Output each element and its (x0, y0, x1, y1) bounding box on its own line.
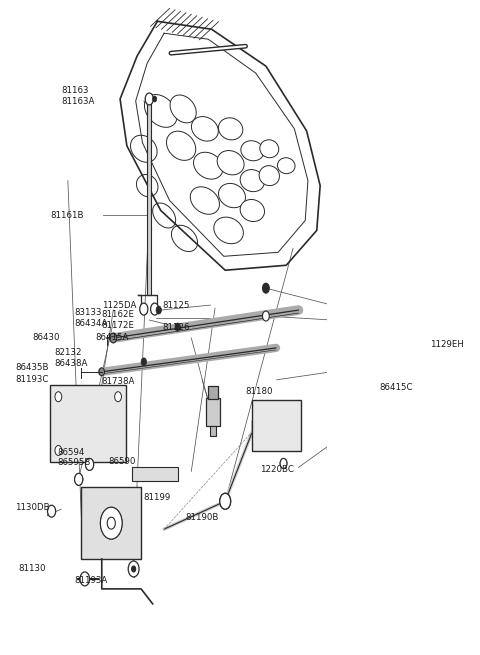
Ellipse shape (192, 117, 218, 141)
Ellipse shape (218, 118, 243, 140)
Circle shape (263, 311, 269, 321)
Circle shape (220, 493, 230, 509)
Text: 86430: 86430 (32, 333, 60, 343)
Circle shape (100, 507, 122, 539)
Text: 86590: 86590 (108, 457, 136, 466)
Circle shape (280, 458, 287, 468)
Ellipse shape (259, 166, 279, 185)
Text: 81199: 81199 (144, 493, 171, 502)
Ellipse shape (241, 141, 264, 160)
Bar (206, 398, 220, 426)
Text: 81193A: 81193A (74, 576, 108, 586)
Text: 83133
86434A: 83133 86434A (74, 309, 108, 328)
Ellipse shape (217, 151, 244, 175)
Circle shape (132, 566, 136, 572)
Circle shape (220, 493, 230, 509)
Text: 81180: 81180 (246, 387, 273, 396)
Circle shape (263, 283, 269, 293)
Ellipse shape (170, 95, 196, 123)
Text: 86415C: 86415C (380, 383, 413, 392)
Ellipse shape (240, 200, 264, 221)
Circle shape (145, 93, 153, 105)
Text: 81163
81163A: 81163 81163A (61, 86, 95, 105)
Circle shape (128, 561, 139, 577)
Circle shape (153, 96, 156, 102)
Text: 81738A: 81738A (102, 377, 135, 386)
Text: 1129EH: 1129EH (430, 341, 464, 349)
Circle shape (99, 368, 105, 376)
Ellipse shape (190, 187, 219, 214)
Text: 81190B: 81190B (186, 513, 219, 521)
Bar (50, 384, 126, 462)
Bar (147, 101, 151, 295)
Ellipse shape (171, 225, 198, 252)
Ellipse shape (277, 158, 295, 174)
Text: 81125: 81125 (163, 301, 190, 310)
Text: 1130DB: 1130DB (15, 503, 49, 512)
Circle shape (110, 333, 117, 343)
Circle shape (156, 306, 161, 314)
Bar (252, 400, 301, 451)
Bar (132, 468, 178, 481)
Circle shape (55, 392, 62, 402)
Circle shape (140, 303, 148, 315)
Text: 81162E
81172E: 81162E 81172E (102, 310, 135, 329)
Circle shape (55, 445, 62, 455)
Circle shape (85, 458, 94, 470)
Ellipse shape (144, 94, 177, 127)
Circle shape (175, 323, 180, 331)
Text: 81161B: 81161B (50, 211, 84, 220)
Bar (82, 487, 141, 559)
Ellipse shape (167, 131, 196, 160)
Ellipse shape (240, 170, 264, 192)
Text: 86594
86595B: 86594 86595B (57, 448, 90, 467)
Circle shape (107, 517, 115, 529)
Circle shape (368, 390, 379, 405)
Circle shape (85, 458, 94, 470)
Text: 81130: 81130 (18, 565, 46, 574)
Circle shape (151, 303, 159, 315)
Text: 1220BC: 1220BC (261, 465, 294, 474)
Circle shape (100, 507, 122, 539)
Circle shape (410, 352, 414, 358)
Ellipse shape (218, 183, 245, 208)
Ellipse shape (260, 140, 279, 158)
Circle shape (280, 458, 287, 468)
Circle shape (48, 505, 56, 517)
Circle shape (74, 474, 83, 485)
Text: 82132
86438A: 82132 86438A (54, 348, 88, 367)
Circle shape (368, 390, 379, 405)
Ellipse shape (193, 152, 223, 179)
Text: 1125DA: 1125DA (102, 301, 136, 310)
Circle shape (141, 358, 146, 366)
Circle shape (80, 572, 90, 586)
Bar (210, 426, 216, 436)
Text: 86435B: 86435B (15, 364, 48, 372)
Ellipse shape (131, 135, 157, 162)
Text: 81126: 81126 (163, 324, 190, 333)
Circle shape (371, 395, 375, 401)
Ellipse shape (153, 203, 176, 228)
Circle shape (74, 474, 83, 485)
Ellipse shape (136, 174, 158, 196)
Text: 86415A: 86415A (95, 333, 128, 343)
Circle shape (115, 392, 121, 402)
Circle shape (408, 348, 417, 362)
Bar (208, 386, 218, 399)
Text: 81193C: 81193C (15, 375, 48, 384)
Ellipse shape (214, 217, 243, 244)
